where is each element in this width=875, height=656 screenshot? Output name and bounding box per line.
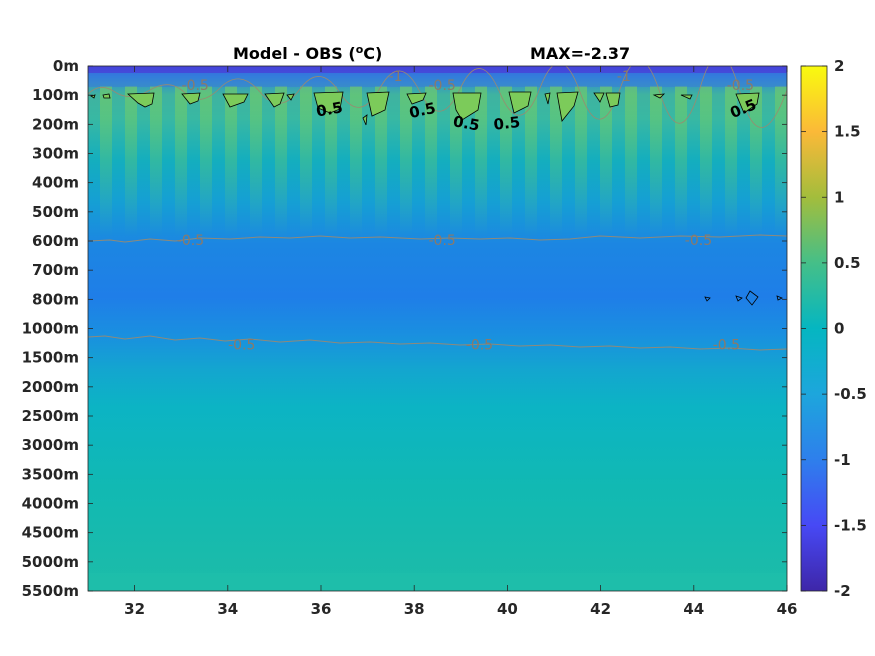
colorbar-tick-label: -1 xyxy=(834,451,851,469)
warm-stripe xyxy=(150,86,162,236)
contour-label-negative: -0.5 xyxy=(182,78,209,94)
max-label: MAX=-2.37 xyxy=(530,44,630,63)
y-tick-label: 200m xyxy=(32,115,79,133)
contour-label-negative: -0.5 xyxy=(727,78,754,94)
x-tick-label: 32 xyxy=(124,600,145,618)
warm-stripe xyxy=(750,86,762,236)
warm-stripe xyxy=(725,86,737,236)
warm-stripe xyxy=(475,86,487,236)
warm-stripe xyxy=(400,86,412,236)
colorbar-tick-label: -1.5 xyxy=(834,516,867,534)
y-tick-label: 1000m xyxy=(22,320,79,338)
warm-stripe xyxy=(500,86,512,236)
warm-stripe xyxy=(600,86,612,236)
contour-label-positive: 0.5 xyxy=(315,98,344,120)
colorbar-ticks: 2 1.5 1 0.5 0 -0.5 -1 -1.5 -2 xyxy=(801,57,867,600)
warm-stripe xyxy=(250,86,262,236)
y-tick-label: 0m xyxy=(53,57,79,75)
colorbar-tick-label: -0.5 xyxy=(834,385,867,403)
y-tick-label: 500m xyxy=(32,203,79,221)
warm-stripe xyxy=(550,86,562,236)
contour-label-negative: -0.5 xyxy=(685,233,712,249)
upper-warm-stripes xyxy=(100,86,787,236)
warm-stripe xyxy=(125,86,137,236)
chart-title: Model - OBS (oC) xyxy=(233,43,382,63)
warm-stripe xyxy=(275,86,287,236)
warm-stripe xyxy=(175,86,187,236)
warm-stripe xyxy=(300,86,312,236)
warm-stripe xyxy=(775,86,787,236)
colorbar: 2 1.5 1 0.5 0 -0.5 -1 -1.5 -2 xyxy=(800,57,867,600)
contour-label-negative: -0.5 xyxy=(228,338,255,354)
y-tick-label: 2500m xyxy=(22,407,79,425)
colorbar-tick-label: 1.5 xyxy=(834,123,861,141)
y-tick-label: 400m xyxy=(32,174,79,192)
warm-stripe xyxy=(650,86,662,236)
contour-label-negative: -0.5 xyxy=(428,233,455,249)
warm-stripe xyxy=(575,86,587,236)
negative-contour-labels: -0.5 -1 -0.5 -1 -0.5 -0.5 -0.5 -0.5 -0.5 -0.5 -0.5 xyxy=(177,69,754,354)
warm-stripe xyxy=(425,86,437,236)
positive-contour-labels: 0.5 0.50.5 0.50.5 xyxy=(315,95,759,134)
warm-stripe xyxy=(200,86,212,236)
contour-label-negative: -0.5 xyxy=(428,78,455,94)
y-tick-label: 4000m xyxy=(22,495,79,513)
x-tick-label: 34 xyxy=(217,600,238,618)
positive-contour-blobs xyxy=(90,91,783,306)
y-tick-label: 300m xyxy=(32,145,79,163)
y-tick-label: 4500m xyxy=(22,524,79,542)
contour-line-neg-1500 xyxy=(88,335,787,351)
y-tick-label: 1500m xyxy=(22,349,79,367)
warm-stripe xyxy=(350,86,362,236)
y-tick-label: 5500m xyxy=(22,582,79,600)
contour-label-negative: -0.5 xyxy=(713,338,740,354)
contour-label-positive: 0.5 xyxy=(408,99,438,122)
x-tick-label: 46 xyxy=(777,600,798,618)
contour-line-neg-600 xyxy=(88,234,787,243)
colorbar-tick-label: -2 xyxy=(834,582,851,600)
y-tick-label: 5000m xyxy=(22,553,79,571)
x-tick-label: 36 xyxy=(311,600,332,618)
warm-stripe xyxy=(450,86,462,236)
y-tick-label: 3000m xyxy=(22,436,79,454)
contour-label-negative: -1 xyxy=(617,69,631,85)
y-tick-label: 600m xyxy=(32,232,79,250)
surface-cold-band xyxy=(88,66,787,87)
y-tick-label: 700m xyxy=(32,261,79,279)
contour-label-negative: -0.5 xyxy=(466,338,493,354)
y-tick-label: 800m xyxy=(32,290,79,308)
colorbar-tick-label: 1 xyxy=(834,188,844,206)
contour-label-negative: -1 xyxy=(389,69,403,85)
colorbar-tick-label: 0.5 xyxy=(834,254,861,272)
warm-stripe xyxy=(525,86,537,236)
contour-label-positive: 0.5 xyxy=(452,112,481,134)
warm-stripe xyxy=(625,86,637,236)
x-tick-label: 42 xyxy=(590,600,611,618)
x-axis: 32 34 36 38 40 42 44 46 xyxy=(124,66,797,618)
warm-stripe xyxy=(100,86,112,236)
colorbar-tick-label: 2 xyxy=(834,57,844,75)
deep-band xyxy=(88,573,787,591)
y-tick-label: 100m xyxy=(32,86,79,104)
contour-label-positive: 0.5 xyxy=(493,113,521,134)
x-tick-label: 44 xyxy=(683,600,704,618)
contour-label-negative: -0.5 xyxy=(177,233,204,249)
x-tick-label: 40 xyxy=(497,600,518,618)
heatmap-field xyxy=(88,66,787,591)
warm-stripe xyxy=(675,86,687,236)
x-tick-label: 38 xyxy=(404,600,425,618)
y-tick-label: 3500m xyxy=(22,465,79,483)
warm-stripe xyxy=(225,86,237,236)
y-tick-label: 2000m xyxy=(22,378,79,396)
warm-stripe xyxy=(375,86,387,236)
colorbar-tick-label: 0 xyxy=(834,320,844,338)
warm-stripe xyxy=(700,86,712,236)
warm-stripe xyxy=(325,86,337,236)
y-axis: 0m 100m 200m 300m 400m 500m 600m 700m 800m 1000m 1… xyxy=(22,57,787,600)
